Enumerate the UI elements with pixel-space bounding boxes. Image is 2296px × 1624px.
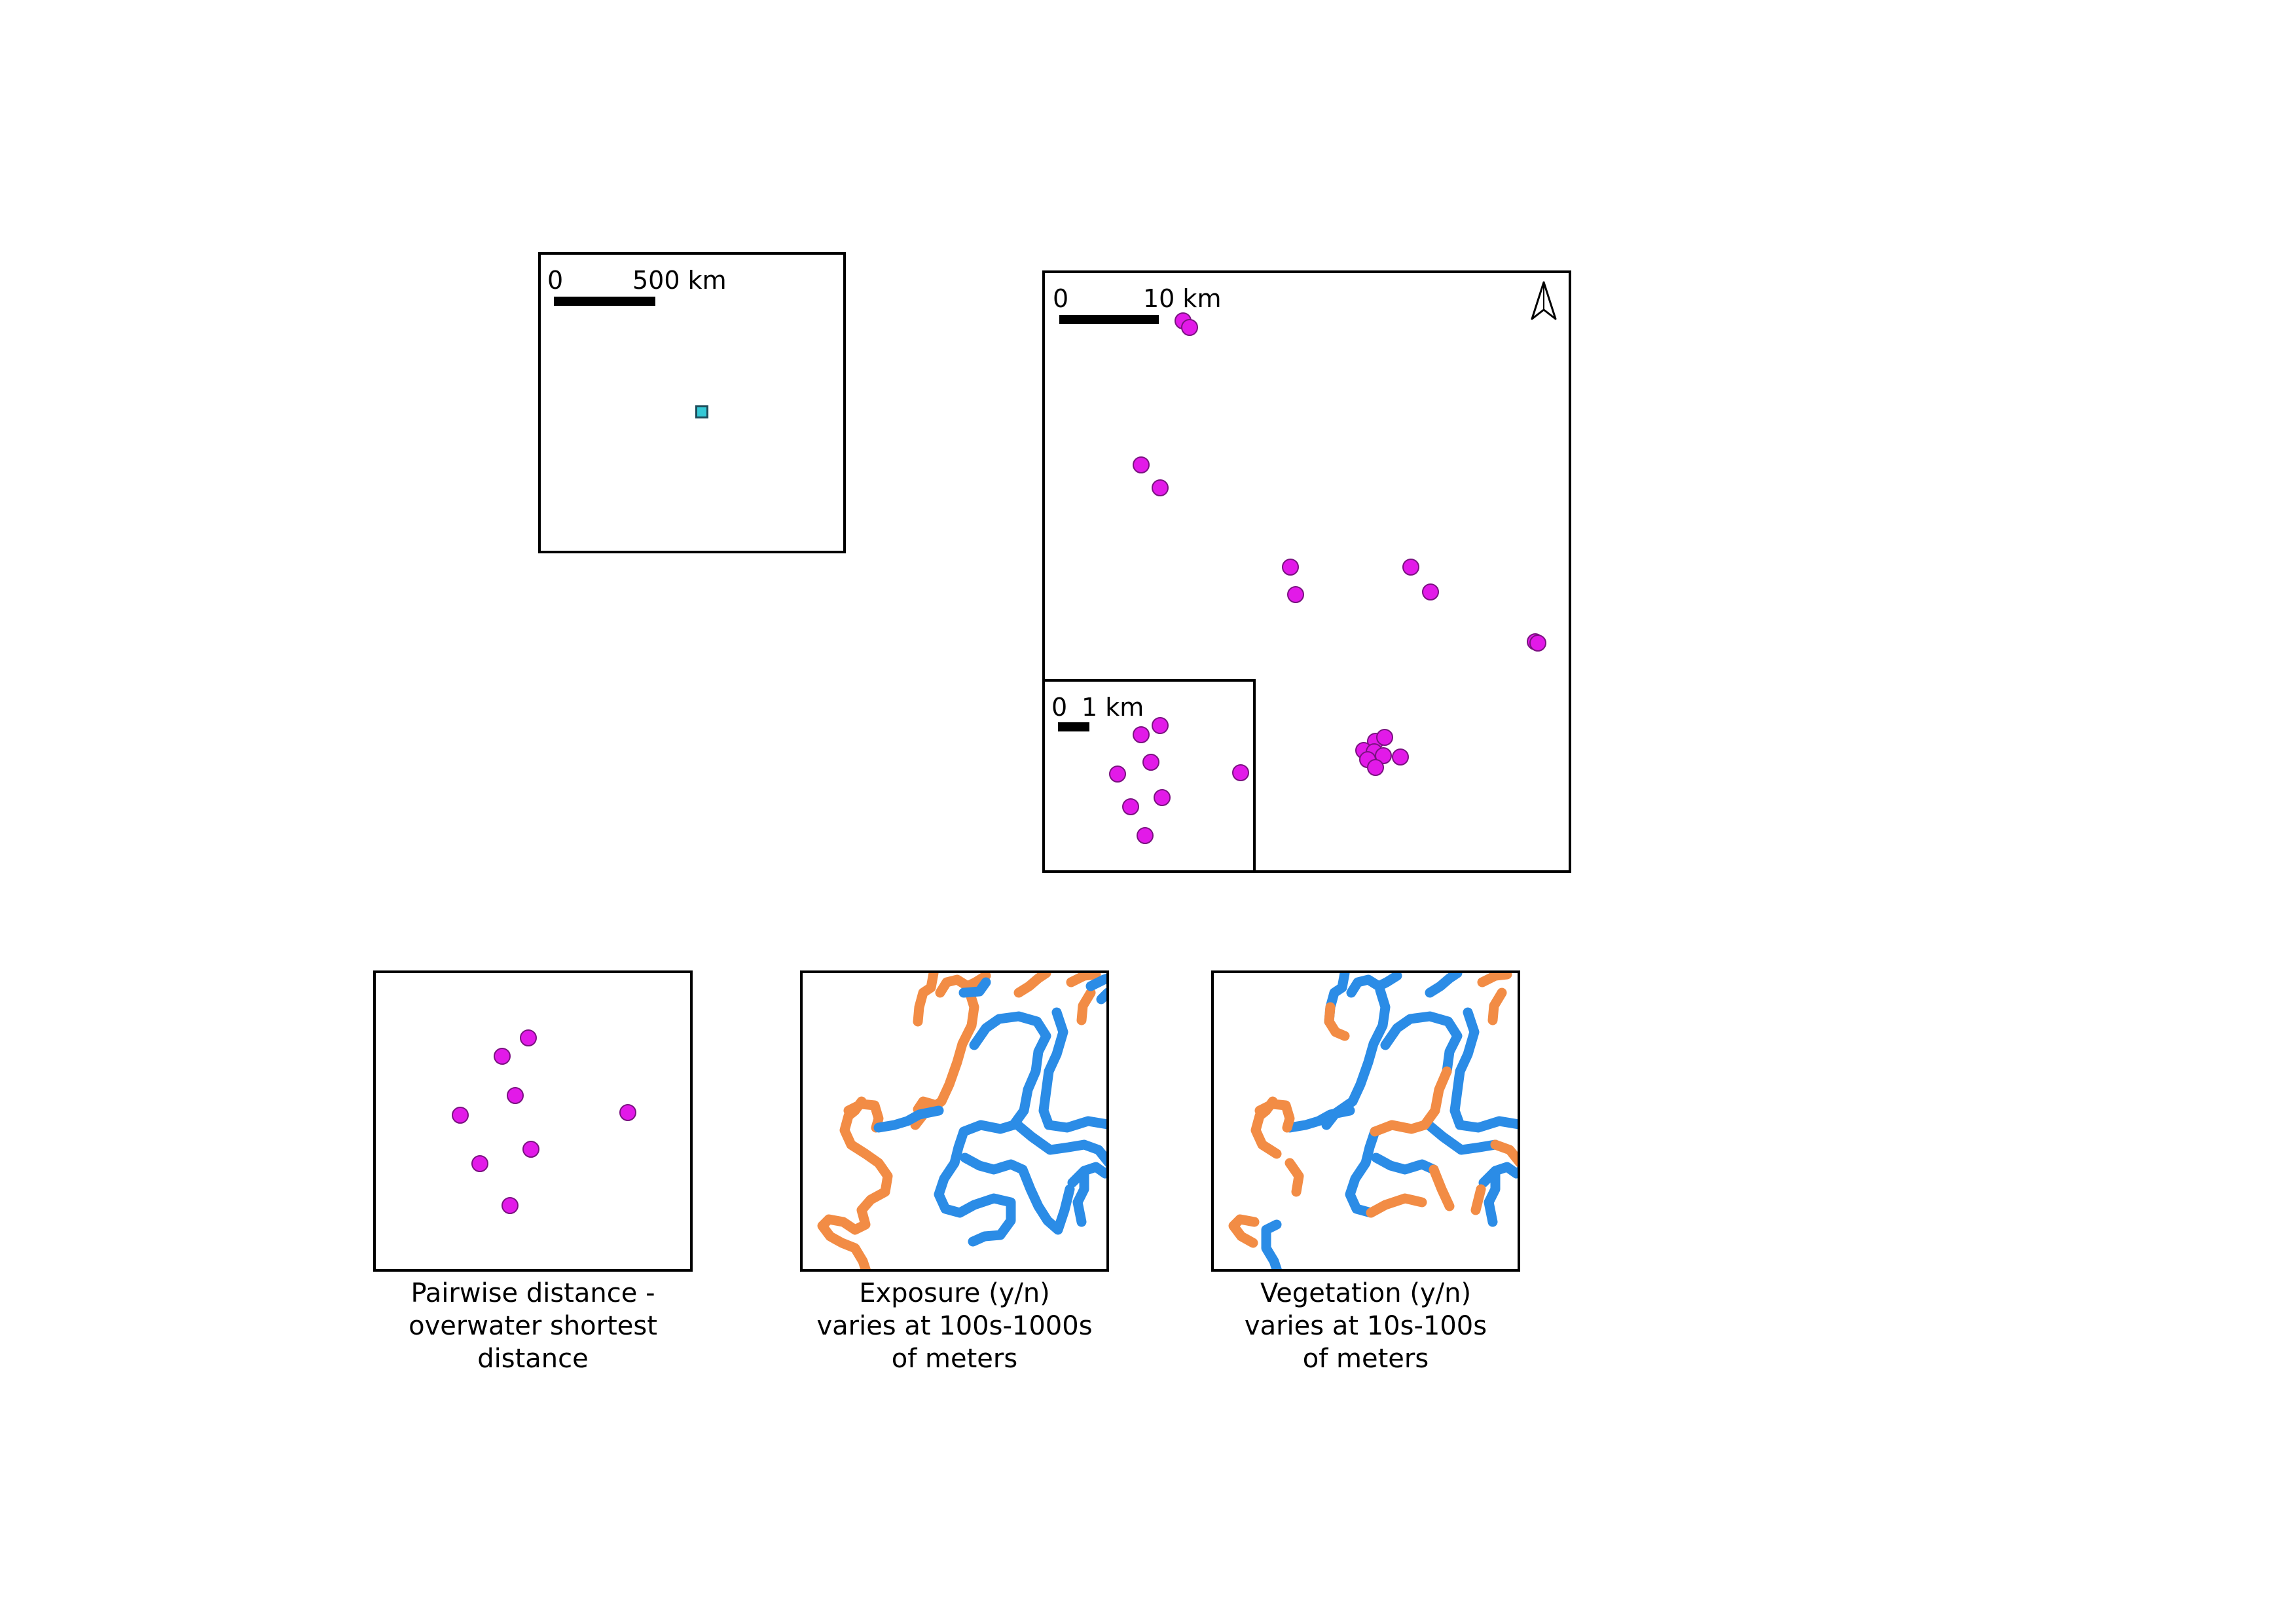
unvegetated-shoreline <box>1484 1168 1501 1227</box>
unvegetated-shoreline <box>1478 1162 1518 1188</box>
sheltered-shoreline <box>1085 973 1106 991</box>
vegetated-shoreline <box>1366 1193 1427 1218</box>
vegetation-caption: Vegetation (y/n) varies at 10s-100s of m… <box>1244 1278 1487 1374</box>
site-point <box>1137 827 1154 844</box>
exposed-shoreline <box>1066 973 1101 987</box>
unvegetated-shoreline <box>1346 973 1402 998</box>
vegetated-shoreline <box>1324 1002 1350 1041</box>
unvegetated-shoreline <box>1449 1007 1518 1133</box>
vegetation-shoreline-map <box>1228 973 1518 1269</box>
exposed-shoreline <box>1013 973 1051 998</box>
unvegetated-shoreline <box>1380 1011 1463 1077</box>
vegetated-shoreline <box>1487 987 1507 1025</box>
vegetated-shoreline <box>1254 1099 1295 1133</box>
site-point <box>494 1048 511 1065</box>
vegetated-shoreline <box>1285 1158 1304 1197</box>
site-point <box>501 1197 519 1214</box>
site-point <box>1376 729 1393 746</box>
site-point <box>1181 319 1198 336</box>
unvegetated-shoreline <box>1425 973 1463 998</box>
inset-scale-end: 1 km <box>1082 693 1144 722</box>
site-point <box>507 1087 524 1104</box>
unvegetated-shoreline <box>1371 1153 1439 1175</box>
site-point <box>1287 586 1304 603</box>
sheltered-shoreline <box>960 1153 1075 1235</box>
pairwise-distance-caption: Pairwise distance - overwater shortest d… <box>409 1278 657 1374</box>
study-area-marker <box>695 405 708 418</box>
site-point <box>1152 717 1169 734</box>
vegetated-shoreline <box>1470 1184 1486 1215</box>
sheltered-shoreline <box>1067 1162 1106 1188</box>
site-point <box>522 1141 539 1158</box>
site-point <box>1109 766 1126 783</box>
site-point <box>1142 754 1159 771</box>
detail-scale-end: 10 km <box>1143 284 1222 313</box>
site-point <box>1152 479 1169 496</box>
inset-scale-start: 0 <box>1051 693 1068 722</box>
site-point <box>1122 798 1139 815</box>
overview-scale-end: 500 km <box>632 266 727 295</box>
exposure-caption: Exposure (y/n) varies at 100s-1000s of m… <box>816 1278 1093 1374</box>
sheltered-shoreline <box>1096 987 1106 1005</box>
exposed-shoreline <box>935 973 991 998</box>
unvegetated-shoreline <box>1321 985 1391 1130</box>
pairwise-distance-panel <box>373 970 693 1272</box>
exposed-shoreline <box>817 1096 893 1269</box>
site-point <box>1367 759 1384 776</box>
vegetated-shoreline <box>1228 1214 1260 1248</box>
exposed-shoreline <box>1076 987 1096 1025</box>
unvegetated-shoreline <box>1345 1126 1380 1218</box>
north-arrow-icon <box>1531 281 1557 320</box>
site-point <box>520 1029 537 1046</box>
detail-map: 0 10 km 0 1 km <box>1042 270 1571 873</box>
vegetated-shoreline <box>1490 1139 1518 1168</box>
vegetated-shoreline <box>1477 973 1512 987</box>
inset-map: 0 1 km <box>1045 679 1256 870</box>
sheltered-shoreline <box>1038 1007 1106 1133</box>
site-point <box>1154 789 1171 806</box>
sheltered-shoreline <box>873 1105 944 1133</box>
site-point <box>1422 583 1439 600</box>
overview-scale-start: 0 <box>547 266 564 295</box>
exposure-panel <box>800 970 1109 1272</box>
site-point <box>1529 635 1546 652</box>
exposed-shoreline <box>843 1099 884 1133</box>
sheltered-shoreline <box>958 977 991 998</box>
site-point <box>452 1107 469 1124</box>
exposed-shoreline <box>913 973 939 1027</box>
exposure-shoreline-map <box>817 973 1106 1269</box>
site-point <box>1133 726 1150 743</box>
site-point <box>1232 764 1249 781</box>
site-point <box>1392 748 1409 766</box>
site-point <box>1133 456 1150 473</box>
unvegetated-shoreline <box>1422 1118 1501 1155</box>
site-point <box>1282 559 1299 576</box>
sheltered-shoreline <box>1011 1118 1106 1168</box>
overview-scale-bar <box>554 297 655 306</box>
exposed-shoreline <box>913 1096 938 1115</box>
vegetation-panel <box>1211 970 1520 1272</box>
overview-map: 0 500 km <box>538 252 846 553</box>
vegetated-shoreline <box>1429 1164 1455 1211</box>
unvegetated-shoreline <box>1261 1219 1282 1269</box>
sheltered-shoreline <box>1072 1168 1089 1227</box>
detail-scale-bar <box>1059 315 1159 324</box>
unvegetated-shoreline <box>1285 1105 1355 1133</box>
vegetated-shoreline <box>1370 1066 1452 1137</box>
inset-scale-bar <box>1058 722 1089 731</box>
sheltered-shoreline <box>934 1011 1051 1247</box>
site-point <box>1402 559 1419 576</box>
site-point <box>471 1155 488 1172</box>
site-point <box>619 1104 636 1121</box>
detail-scale-start: 0 <box>1053 284 1069 313</box>
